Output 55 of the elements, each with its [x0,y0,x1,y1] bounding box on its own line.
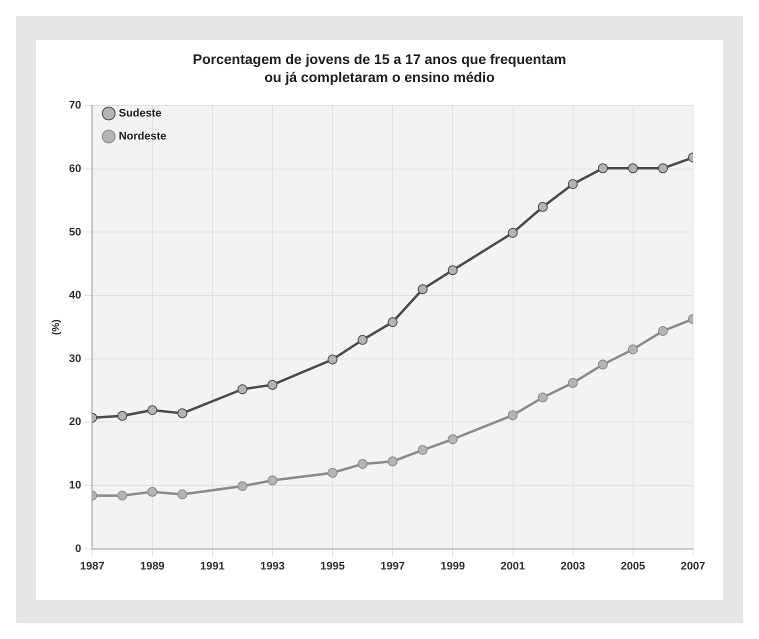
point [147,405,158,416]
point [267,380,278,390]
point [598,163,608,174]
point [658,163,668,174]
point [418,445,428,456]
point [117,490,128,501]
point [658,326,668,336]
x-tick-label: 1995 [320,560,345,572]
x-tick-label: 1993 [260,560,285,572]
chart-title: Porcentagem de jovens de 15 a 17 anos que frequentam ou já completaram o ensino médio [192,50,568,86]
point [418,284,428,294]
point [267,475,278,486]
x-tick-label: 2001 [500,560,526,572]
point [538,392,548,402]
point [237,481,248,492]
x-tick-label: 1989 [140,560,165,572]
point [358,458,368,469]
y-tick-label: 40 [68,290,82,302]
point [538,202,548,212]
legend-label: Nordeste [118,130,166,143]
x-tick-label: 2007 [680,560,706,572]
x-tick-label: 1987 [80,560,104,572]
y-axis-title: (%) [50,319,62,335]
legend-label: Sudeste [118,108,162,120]
y-tick-label: 60 [68,162,82,175]
point [568,378,578,388]
point [568,179,578,190]
point [328,354,338,364]
point [448,434,458,444]
point [237,384,248,394]
y-tick-label: 50 [68,226,82,238]
point [508,228,518,238]
y-tick-label: 70 [68,100,82,112]
point [117,410,128,421]
point [177,489,188,500]
x-tick-label: 1997 [380,560,405,572]
y-tick-label: 0 [75,542,82,555]
y-tick-label: 10 [68,480,82,492]
point [358,334,368,345]
point [388,456,398,466]
point [508,410,518,420]
point [628,163,638,174]
point [177,408,188,418]
point [448,265,458,276]
x-tick-label: 2005 [620,560,646,572]
point [147,486,158,497]
point [628,344,638,354]
x-tick-label: 1999 [440,560,465,572]
point [598,360,608,370]
x-tick-label: 2003 [560,560,586,572]
point [328,468,338,478]
y-tick-label: 20 [68,416,82,428]
point [388,317,398,328]
y-tick-label: 30 [68,352,82,365]
x-tick-label: 1991 [200,560,225,572]
